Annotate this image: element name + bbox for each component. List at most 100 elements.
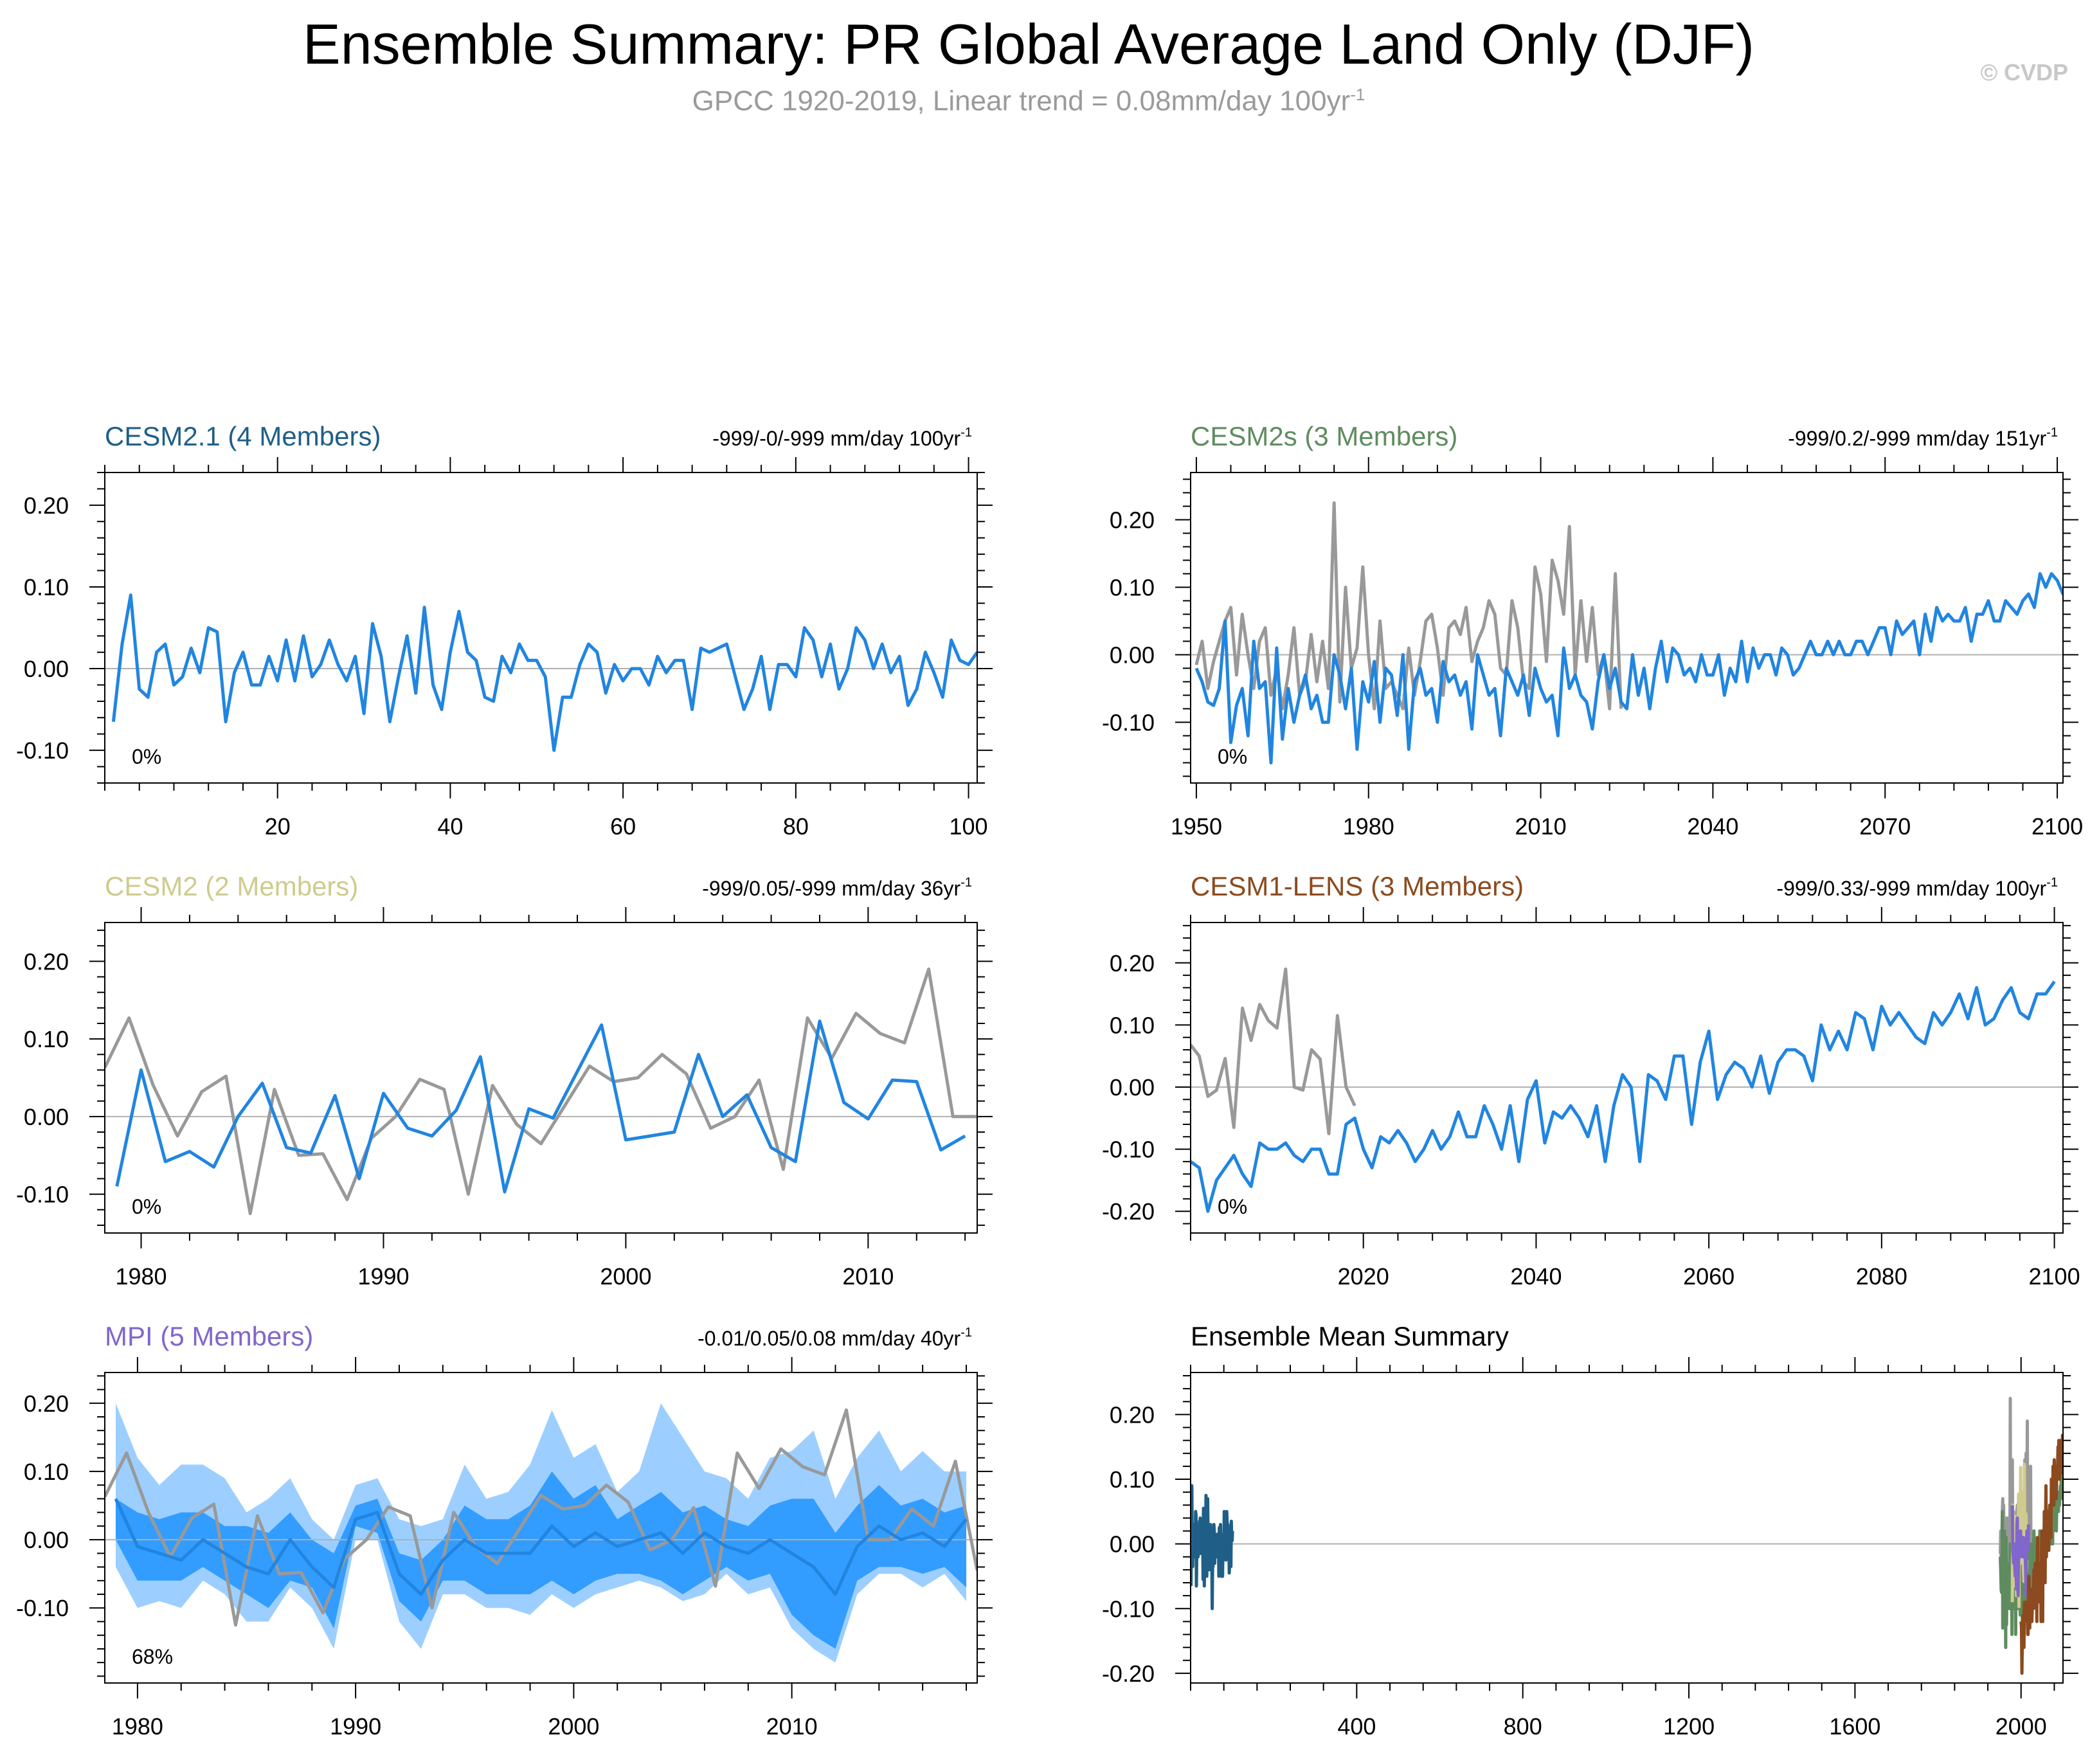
y-tick-label: -0.10 xyxy=(16,1595,69,1621)
panel-percent-label: 0% xyxy=(1218,745,1247,768)
x-tick-label: 2000 xyxy=(1995,1713,2047,1740)
panel-trend-superscript: -1 xyxy=(960,1326,972,1340)
panel-plot-area xyxy=(1191,968,2063,1213)
panel-cesm21: 0.20 0.10 0.00 -0.10 20 40 60 80 100 CESM2.1 (4 M… xyxy=(16,421,993,840)
subtitle-superscript: -1 xyxy=(1350,85,1365,104)
y-tick-label: 0.20 xyxy=(1110,507,1155,534)
panel-title: CESM2 (2 Members) xyxy=(105,871,358,901)
panel-trend-label: -999/-0/-999 mm/day 100yr-1 xyxy=(712,426,972,450)
panel-trend-label: -999/0.05/-999 mm/day 36yr-1 xyxy=(702,876,972,900)
x-tick-label: 80 xyxy=(783,813,809,840)
series-line-ensemble xyxy=(115,1019,966,1194)
panel-title: CESM1-LENS (3 Members) xyxy=(1191,871,1524,901)
panel-cesm2s: 0.20 0.10 0.00 -0.10 1950 1980 2010 2040 2070 210… xyxy=(1102,421,2083,840)
x-tick-label: 2000 xyxy=(548,1713,599,1740)
panel-trend-text: -0.01/0.05/0.08 mm/day 40yr xyxy=(698,1327,960,1350)
y-tick-label: 0.00 xyxy=(24,1527,69,1553)
y-tick-label: 0.00 xyxy=(1110,1531,1155,1558)
panel-title: Ensemble Mean Summary xyxy=(1191,1321,1509,1351)
panel-trend-text: -999/0.2/-999 mm/day 151yr xyxy=(1788,427,2046,450)
panel-frame xyxy=(1190,922,2064,1234)
band-inner xyxy=(115,1471,967,1649)
panel-cesm2: 0.20 0.10 0.00 -0.10 1980 1990 2000 2010 CESM2 (… xyxy=(16,871,993,1290)
x-tick-label: 2100 xyxy=(2031,813,2083,840)
panel-frame xyxy=(1190,1372,2064,1684)
x-tick-label: 2000 xyxy=(600,1263,651,1290)
x-tick-label: 1990 xyxy=(330,1713,381,1740)
y-tick-label: -0.10 xyxy=(1102,710,1155,736)
x-tick-label: 2010 xyxy=(1515,813,1567,840)
series-line-cesm2-1 xyxy=(1191,1484,1234,1610)
series-line-observed xyxy=(105,968,977,1216)
x-tick-label: 2020 xyxy=(1338,1263,1389,1290)
panel-trend-text: -999/0.05/-999 mm/day 36yr xyxy=(702,877,960,900)
x-tick-label: 1950 xyxy=(1171,813,1222,840)
panel-title: MPI (5 Members) xyxy=(105,1321,313,1351)
y-tick-label: -0.10 xyxy=(1102,1137,1155,1163)
x-tick-label: 2040 xyxy=(1687,813,1738,840)
panel-title: CESM2s (3 Members) xyxy=(1191,421,1457,451)
y-tick-label: 0.20 xyxy=(24,948,69,975)
x-tick-label: 800 xyxy=(1504,1713,1542,1740)
panel-trend-label: -0.01/0.05/0.08 mm/day 40yr-1 xyxy=(698,1326,972,1350)
series-line-mpi xyxy=(2010,1505,2030,1598)
panel-plot-area xyxy=(1191,1396,2063,1675)
panel-trend-superscript: -1 xyxy=(960,876,972,890)
y-tick-label: 0.10 xyxy=(24,574,69,600)
watermark: © CVDP xyxy=(1980,59,2068,86)
x-tick-label: 20 xyxy=(265,813,291,840)
series-line-observed xyxy=(1194,501,1623,710)
x-tick-label: 1980 xyxy=(115,1263,167,1290)
y-tick-label: 0.00 xyxy=(24,656,69,682)
panel-trend-text: -999/0.33/-999 mm/day 100yr xyxy=(1776,877,2046,900)
x-tick-label: 1600 xyxy=(1829,1713,1880,1740)
y-tick-label: 0.00 xyxy=(1110,1074,1155,1101)
y-tick-label: -0.10 xyxy=(1102,1596,1155,1622)
panel-frame xyxy=(104,1372,978,1684)
y-tick-label: 0.00 xyxy=(24,1104,69,1130)
panel-trend-text: -999/-0/-999 mm/day 100yr xyxy=(712,427,960,450)
panel-trend-superscript: -1 xyxy=(960,426,972,440)
x-tick-label: 400 xyxy=(1337,1713,1376,1740)
panel-trend-label: -999/0.2/-999 mm/day 151yr-1 xyxy=(1788,426,2058,450)
x-tick-label: 1990 xyxy=(357,1263,409,1290)
x-tick-label: 100 xyxy=(950,813,988,840)
y-tick-label: 0.20 xyxy=(24,492,69,519)
x-tick-label: 1200 xyxy=(1663,1713,1715,1740)
series-line-ensemble xyxy=(1194,572,2063,764)
series-line-ensemble xyxy=(114,1498,968,1596)
x-tick-label: 40 xyxy=(437,813,463,840)
panel-summary: 0.20 0.10 0.00 -0.10 -0.20 400 800 1200 1600 2000… xyxy=(1102,1321,2078,1740)
y-tick-label: 0.20 xyxy=(24,1390,69,1417)
panel-frame xyxy=(104,472,978,784)
page-title: Ensemble Summary: PR Global Average Land… xyxy=(303,12,1754,76)
x-tick-label: 2040 xyxy=(1510,1263,1562,1290)
panel-plot-area xyxy=(1191,501,2063,764)
y-tick-label: -0.20 xyxy=(1102,1198,1155,1225)
panel-percent-label: 0% xyxy=(132,1195,161,1218)
panel-plot-area xyxy=(105,968,977,1216)
series-line-cesm1-lens xyxy=(2019,1434,2063,1675)
series-line-ensemble xyxy=(1191,980,2056,1213)
panel-plot-area xyxy=(105,1403,977,1663)
series-line-observed xyxy=(105,1408,977,1627)
y-tick-label: -0.10 xyxy=(16,737,69,764)
x-tick-label: 2070 xyxy=(1859,813,1911,840)
subtitle-text: GPCC 1920-2019, Linear trend = 0.08mm/da… xyxy=(692,85,1351,117)
panel-title: CESM2.1 (4 Members) xyxy=(105,421,381,451)
panel-percent-label: 0% xyxy=(1218,1195,1247,1218)
y-tick-label: 0.10 xyxy=(1110,1012,1155,1038)
series-line-ensemble xyxy=(111,593,977,752)
x-tick-label: 2010 xyxy=(842,1263,894,1290)
panel-trend-superscript: -1 xyxy=(2046,876,2058,890)
panel-percent-label: 68% xyxy=(132,1645,173,1668)
y-tick-label: 0.10 xyxy=(24,1459,69,1485)
x-tick-label: 2100 xyxy=(2029,1263,2080,1290)
panel-cesm1lens: 0.20 0.10 0.00 -0.10 -0.20 2020 2040 2060 2080 21… xyxy=(1102,871,2080,1290)
panel-mpi: 0.20 0.10 0.00 -0.10 1980 1990 2000 2010 MPI (5 … xyxy=(16,1321,993,1740)
page-subtitle: GPCC 1920-2019, Linear trend = 0.08mm/da… xyxy=(0,85,2057,118)
series-line-observed xyxy=(1191,968,1356,1135)
panel-percent-label: 0% xyxy=(132,745,161,768)
y-tick-label: 0.20 xyxy=(1110,950,1155,977)
